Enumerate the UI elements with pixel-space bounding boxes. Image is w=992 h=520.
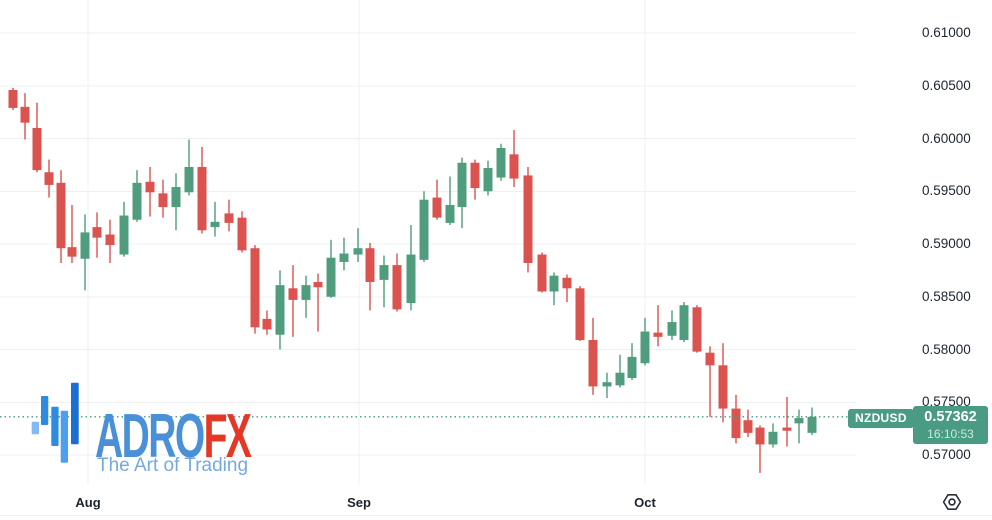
candle	[483, 160, 493, 196]
candle	[575, 286, 585, 342]
candle	[158, 179, 168, 218]
candle	[237, 211, 247, 253]
candle	[184, 139, 194, 196]
price-tick-label: 0.57000	[922, 447, 971, 462]
last-price-value: 0.57362	[924, 409, 977, 425]
candle	[602, 372, 612, 399]
price-tick-label: 0.60500	[922, 77, 971, 93]
candle	[496, 143, 506, 181]
candle	[392, 253, 402, 312]
candle	[679, 302, 689, 343]
candle	[171, 173, 181, 231]
price-tick-label: 0.60000	[922, 130, 971, 146]
price-tick-label: 0.58000	[922, 341, 971, 357]
candle	[326, 239, 336, 298]
candle	[615, 354, 625, 388]
candle	[509, 130, 519, 188]
candle	[92, 212, 102, 258]
candle	[718, 343, 728, 423]
candle	[743, 409, 753, 438]
logo-brand-primary: ADRO	[95, 401, 205, 471]
candle	[105, 219, 115, 263]
month-tick-label: Sep	[347, 495, 371, 510]
candle	[457, 157, 467, 229]
symbol-badge: NZDUSD	[848, 409, 914, 428]
month-tick-label: Aug	[75, 495, 101, 510]
candle	[301, 275, 311, 318]
candle	[537, 252, 547, 293]
price-tick-label: 0.59000	[922, 236, 971, 251]
candle	[470, 159, 480, 200]
candle	[755, 425, 765, 473]
candle	[20, 93, 30, 140]
candle	[627, 343, 637, 381]
candle	[250, 245, 260, 334]
candle	[406, 225, 416, 311]
candle	[653, 305, 663, 347]
candle	[145, 166, 155, 217]
candle	[313, 273, 323, 332]
candle	[588, 317, 598, 395]
logo-brand-accent: FX	[203, 401, 252, 471]
candle	[640, 317, 650, 366]
candle	[67, 204, 77, 263]
time-axis[interactable]: Aug Sep Oct	[0, 480, 992, 518]
candle	[667, 310, 677, 341]
candle	[262, 310, 272, 335]
candle	[768, 423, 778, 448]
candle	[80, 214, 90, 291]
logo-tagline: The Art of Trading	[97, 455, 249, 476]
candle	[807, 407, 817, 435]
price-axis[interactable]: 0.61000 0.60500 0.60000 0.59500 0.59000 0.585…	[856, 0, 992, 480]
candle	[445, 176, 455, 226]
candle	[794, 409, 804, 444]
price-tick-label: 0.59500	[922, 183, 971, 199]
candle	[132, 170, 142, 222]
price-tick-label: 0.57500	[922, 394, 971, 410]
candle	[692, 305, 702, 353]
candle	[731, 394, 741, 444]
widget-bottom-border	[0, 515, 992, 516]
candle	[562, 274, 572, 303]
candle	[8, 87, 18, 111]
month-tick-label: Oct	[634, 495, 656, 510]
candle	[32, 102, 42, 173]
price-tick-label: 0.61000	[922, 25, 971, 40]
candle	[56, 170, 66, 263]
logo-wordmark: ADROFX	[95, 405, 252, 467]
candle	[288, 265, 298, 337]
candle	[523, 166, 533, 273]
candle	[432, 179, 442, 220]
candle	[275, 270, 285, 350]
logo-bars-icon	[31, 382, 79, 463]
last-price-time: 16:10:53	[927, 427, 974, 441]
candle	[119, 201, 129, 257]
settings-hexagon-icon[interactable]	[941, 491, 963, 513]
candle	[353, 228, 363, 262]
candle	[339, 237, 349, 271]
candle	[419, 191, 429, 262]
candle	[210, 201, 220, 237]
candle	[379, 255, 389, 308]
candle	[365, 242, 375, 311]
candle	[549, 272, 559, 306]
candle	[197, 146, 207, 234]
candle	[224, 199, 234, 232]
last-price-badge: 0.57362 16:10:53	[913, 406, 988, 444]
candle	[705, 346, 715, 418]
candle	[44, 159, 54, 198]
price-tick-label: 0.58500	[922, 288, 971, 304]
candle	[782, 396, 792, 447]
adrofx-logo[interactable]: ADROFX The Art of Trading	[31, 380, 266, 476]
